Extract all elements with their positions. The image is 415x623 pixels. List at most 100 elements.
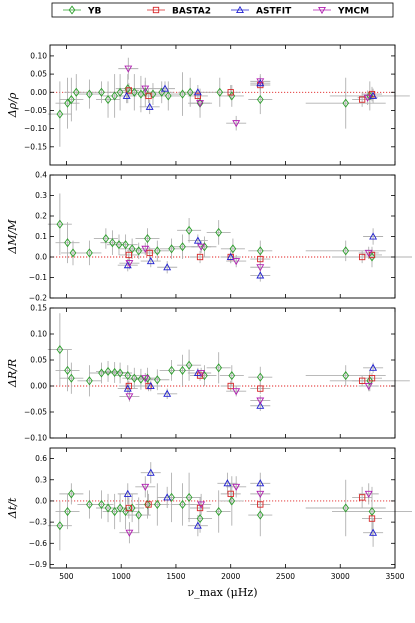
data-point-ymcm (141, 375, 150, 383)
data-point-yb (185, 225, 193, 235)
data-point-ymcm (232, 120, 241, 128)
data-point-basta2 (257, 255, 264, 263)
x-tick-label: 2500 (276, 572, 295, 581)
y-axis-label: Δt/t (6, 497, 19, 519)
y-tick-label: −0.10 (24, 124, 47, 133)
data-point-yb (104, 503, 112, 513)
data-point-yb (229, 244, 237, 254)
data-point-basta2 (227, 89, 234, 96)
x-tick-label: 1500 (166, 572, 185, 581)
y-tick-label: −0.2 (29, 294, 47, 303)
y-tick-label: −0.15 (24, 142, 47, 151)
legend-marker-astfit (236, 5, 244, 14)
data-point-ymcm (256, 78, 265, 86)
data-point-basta2 (145, 92, 152, 100)
data-point-astfit (369, 363, 378, 371)
data-point-yb (144, 373, 151, 383)
data-point-yb (168, 244, 175, 254)
data-point-basta2 (125, 382, 133, 390)
data-point-yb (116, 87, 124, 97)
data-point-basta2 (257, 501, 264, 508)
y-tick-label: −0.3 (29, 518, 47, 527)
legend-label-astfit: ASTFIT (256, 7, 292, 17)
data-point-astfit (256, 401, 265, 409)
x-tick-label: 2000 (221, 572, 240, 581)
data-point-yb (168, 492, 175, 502)
data-point-astfit (193, 236, 202, 244)
data-point-astfit (123, 384, 132, 392)
data-point-yb (86, 376, 93, 386)
data-point-basta2 (146, 249, 153, 257)
x-axis-label: ν_max (μHz) (188, 586, 258, 599)
y-tick-label: 0.4 (35, 171, 47, 180)
data-point-astfit (369, 232, 378, 240)
y-axis-label: ΔM/M (6, 219, 19, 255)
data-point-yb (186, 87, 194, 97)
data-point-ymcm (125, 529, 134, 537)
x-tick-label: 500 (59, 572, 74, 581)
data-point-yb (153, 246, 161, 256)
data-point-yb (67, 373, 75, 383)
data-point-yb (137, 374, 145, 384)
plot-frame (49, 307, 396, 439)
data-point-yb (179, 242, 186, 252)
data-point-yb (366, 376, 374, 386)
panel-4: 0.6 0.3 0.0 −0.3 −0.6 −0.9 Δt/t (6, 447, 412, 569)
y-tick-label: 0.10 (30, 330, 47, 339)
data-point-astfit (223, 479, 232, 487)
data-point-basta2 (257, 385, 264, 392)
x-tick-label: 3500 (385, 572, 404, 581)
data-point-astfit (163, 263, 172, 271)
data-point-yb (111, 506, 118, 517)
data-point-yb (56, 521, 64, 531)
data-point-ymcm (197, 501, 206, 509)
data-point-yb (102, 233, 110, 244)
data-point-astfit (256, 479, 265, 487)
data-point-ymcm (232, 388, 241, 396)
data-point-astfit (146, 256, 155, 265)
plot-frame (49, 44, 396, 166)
legend-label-basta2: BASTA2 (172, 7, 211, 17)
y-tick-label: 0.3 (35, 475, 47, 484)
y-tick-label: 0.0 (35, 497, 47, 506)
data-point-yb (86, 248, 93, 258)
legend-label-ymcm: YMCM (337, 7, 369, 17)
data-point-astfit (161, 84, 169, 92)
data-point-basta2 (368, 90, 376, 98)
data-point-yb (256, 246, 264, 256)
data-point-yb (215, 363, 223, 373)
legend: YB BASTA2 ASTFIT YMCM (51, 2, 394, 18)
data-point-yb (135, 510, 143, 520)
data-point-basta2 (358, 494, 366, 501)
data-point-astfit (256, 271, 265, 279)
data-point-ymcm (256, 397, 265, 405)
data-point-basta2 (125, 87, 133, 94)
legend-marker-basta2 (152, 6, 160, 14)
data-point-astfit (123, 489, 132, 497)
x-tick-label: 1000 (112, 572, 131, 581)
data-point-astfit (163, 389, 172, 397)
data-point-yb (98, 87, 105, 97)
data-point-yb (109, 238, 116, 248)
legend-marker-yb (68, 5, 76, 15)
y-tick-label: 0.1 (35, 232, 47, 241)
data-point-ymcm (364, 249, 373, 258)
data-point-yb (201, 242, 208, 252)
data-point-basta2 (227, 382, 234, 390)
y-tick-label: −0.6 (29, 539, 47, 548)
data-point-yb (179, 89, 186, 99)
plot-frame (49, 447, 396, 569)
data-point-ymcm (141, 245, 150, 253)
data-point-yb (153, 499, 161, 510)
data-point-yb (98, 499, 105, 510)
data-point-yb (122, 240, 129, 250)
y-tick-label: 0.15 (30, 304, 47, 313)
data-point-yb (141, 87, 149, 97)
y-tick-label: −0.10 (24, 434, 47, 443)
y-tick-label: 0.05 (30, 70, 47, 79)
data-point-yb (368, 506, 376, 517)
panels: 0.10 0.05 0.00 −0.05 −0.10 −0.15 Δρ/ρ 0.4 0.3 0.2… (6, 44, 412, 569)
data-point-yb (135, 246, 143, 256)
data-point-yb (216, 87, 224, 97)
